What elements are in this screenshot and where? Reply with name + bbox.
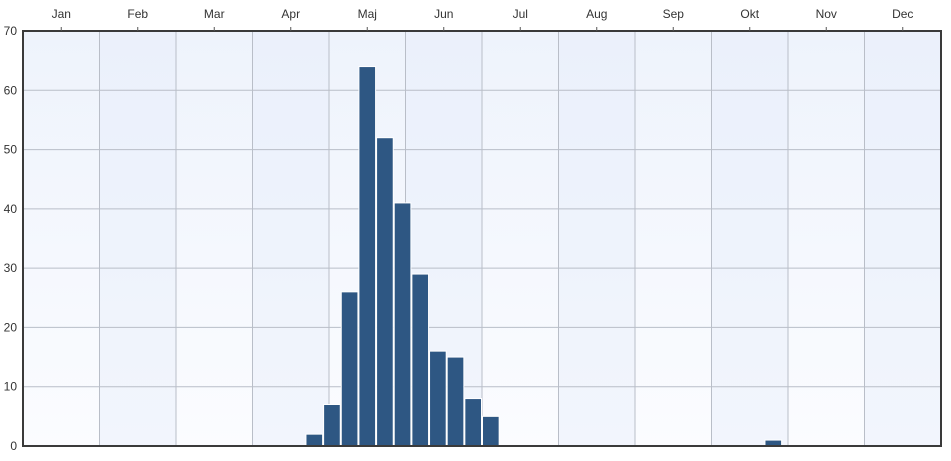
- bar: [323, 404, 341, 447]
- bar: [482, 415, 500, 447]
- month-label: Dec: [892, 7, 913, 21]
- month-band: [864, 31, 941, 446]
- y-tick-label: 30: [4, 261, 18, 275]
- month-band: [99, 31, 176, 446]
- month-label: Maj: [358, 7, 377, 21]
- bar: [376, 137, 394, 447]
- y-tick-label: 20: [4, 320, 18, 334]
- month-band: [252, 31, 329, 446]
- month-label: Jul: [513, 7, 528, 21]
- month-label: Apr: [281, 7, 300, 21]
- bar: [411, 273, 430, 447]
- month-label: Jan: [52, 7, 71, 21]
- month-label: Mar: [204, 7, 225, 21]
- plot-frame: [22, 30, 942, 447]
- y-tick-label: 50: [4, 143, 18, 157]
- month-axis: Jan Feb Mar Apr Maj Jun Jul Aug Sep Okt Nov Dec: [52, 7, 913, 31]
- bar: [446, 356, 465, 447]
- y-tick-label: 10: [4, 380, 18, 394]
- month-band: [558, 31, 635, 446]
- y-tick-label: 40: [4, 202, 18, 216]
- month-label: Jun: [434, 7, 453, 21]
- bar: [358, 66, 377, 447]
- month-band: [711, 31, 788, 446]
- month-label: Okt: [740, 7, 759, 21]
- bar: [429, 350, 447, 447]
- month-label: Nov: [816, 7, 837, 21]
- bars: [305, 66, 783, 447]
- month-label: Feb: [127, 7, 148, 21]
- month-label: Aug: [586, 7, 607, 21]
- y-tick-label: 0: [10, 439, 17, 453]
- value-axis: 0 10 20 30 40 50 60 70: [4, 24, 18, 453]
- y-tick-label: 60: [4, 83, 18, 97]
- month-label: Sep: [663, 7, 685, 21]
- bar: [393, 202, 412, 447]
- bar: [464, 398, 483, 447]
- grid-lines: [23, 31, 941, 446]
- bar: [305, 433, 324, 447]
- y-tick-label: 70: [4, 24, 18, 38]
- bar: [340, 291, 359, 447]
